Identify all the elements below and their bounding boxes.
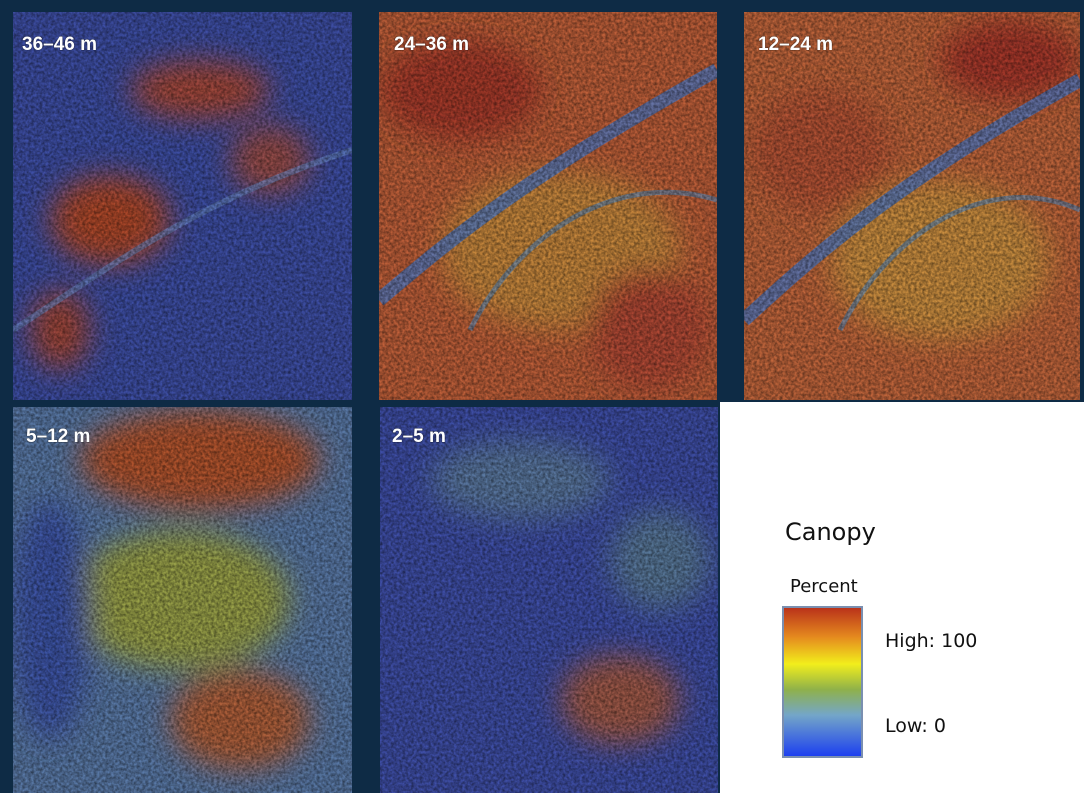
panel-label: 36–46 m (22, 34, 97, 55)
legend-subtitle: Percent (790, 576, 858, 597)
map-panel: 12–24 m (744, 12, 1080, 400)
panel-label: 24–36 m (394, 34, 469, 55)
legend-title: Canopy (785, 518, 876, 546)
color-ramp (783, 607, 862, 757)
map-panel: 24–36 m (379, 12, 717, 400)
panel-label: 2–5 m (392, 426, 446, 447)
panel-label: 5–12 m (26, 426, 90, 447)
legend-high: High: 100 (885, 630, 977, 652)
page: 36–46 m 24–36 m 12–24 m (0, 0, 1084, 793)
legend-low: Low: 0 (885, 715, 946, 737)
panel-label: 12–24 m (758, 34, 833, 55)
map-panel: 2–5 m (380, 407, 718, 793)
map-panel: 5–12 m (10, 407, 352, 793)
map-panel: 36–46 m (13, 12, 352, 400)
